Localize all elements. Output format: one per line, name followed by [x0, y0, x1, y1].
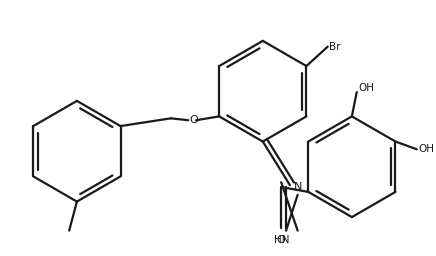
Text: O: O — [189, 115, 198, 125]
Text: Br: Br — [329, 42, 340, 52]
Text: OH: OH — [419, 144, 435, 154]
Text: HN: HN — [274, 234, 290, 244]
Text: O: O — [277, 236, 286, 246]
Text: OH: OH — [359, 83, 375, 93]
Text: N: N — [294, 182, 302, 192]
